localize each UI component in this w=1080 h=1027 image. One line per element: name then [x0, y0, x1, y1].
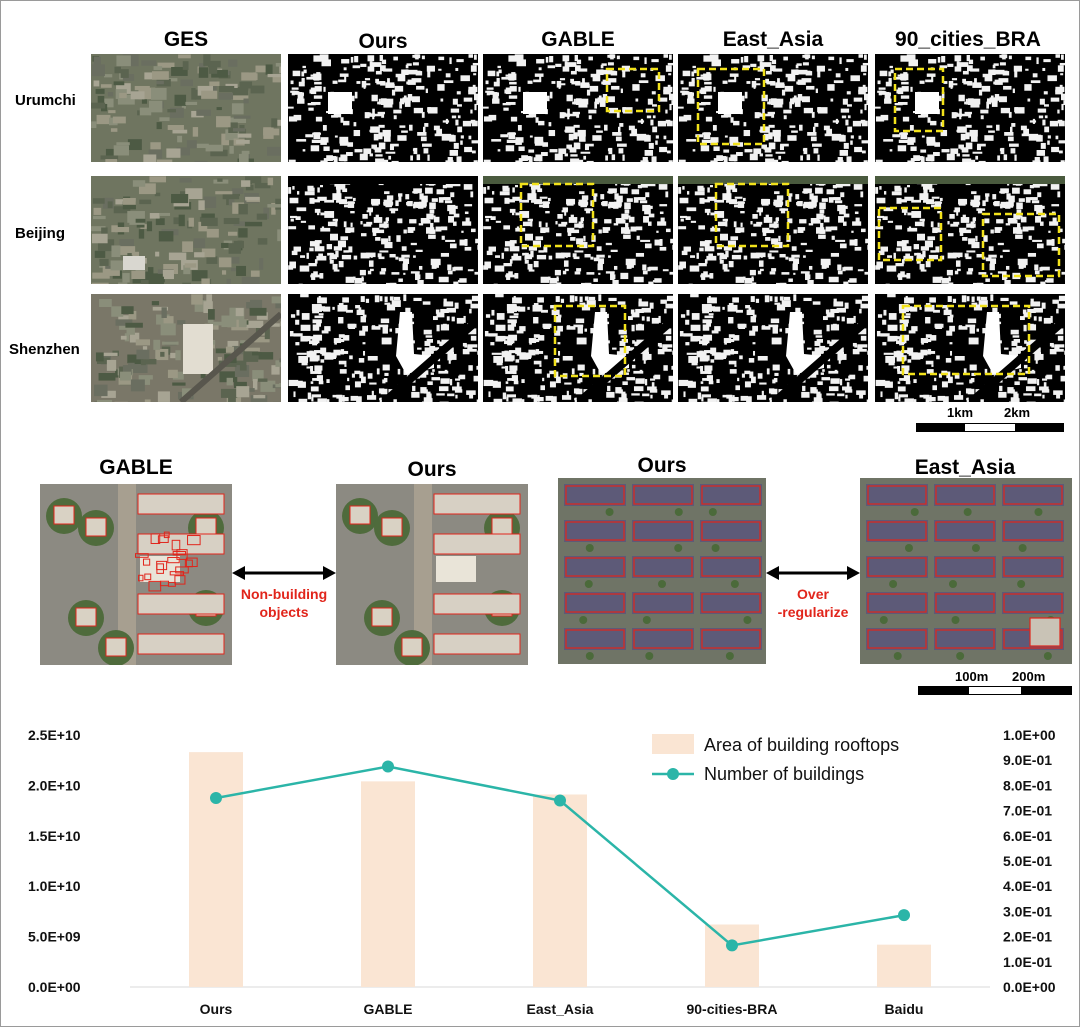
- col-header-ours: Ours: [358, 30, 408, 53]
- building-mask-tile: [483, 294, 673, 402]
- building-mask-tile: [288, 176, 478, 284]
- satellite-image-tile: [91, 54, 281, 162]
- col-header-ges: GES: [163, 28, 209, 51]
- gable-aerial-image: [40, 484, 232, 665]
- row-header-urumchi: Urumchi: [15, 92, 76, 109]
- y-left-tick-label: 0.0E+00: [28, 979, 81, 995]
- building-mask-tile: [483, 176, 673, 284]
- note-line-1: Non-building: [240, 586, 328, 602]
- panel2-right-title: East_Asia: [914, 456, 1016, 479]
- bar-area-2: [533, 794, 587, 987]
- col-header-90-cities-bra: 90_cities_BRA: [895, 28, 1041, 51]
- row-header-beijing: Beijing: [15, 225, 66, 242]
- y-left-tick-label: 2.0E+10: [28, 777, 81, 793]
- note-line-1: Over: [797, 586, 829, 602]
- point-buildings-0: [210, 792, 222, 804]
- point-buildings-3: [726, 939, 738, 952]
- satellite-image-tile: [91, 176, 281, 284]
- ours-aerial-image-2: [558, 478, 766, 664]
- x-tick-label: 90-cities-BRA: [686, 1001, 777, 1017]
- scalebar-label-200m: 200m: [1012, 669, 1046, 684]
- x-tick-label: Baidu: [885, 1001, 924, 1017]
- building-mask-tile: [678, 54, 868, 162]
- y-right-tick-label: 3.0E-01: [1003, 903, 1052, 919]
- building-mask-tile: [288, 54, 478, 162]
- building-mask-tile: [483, 54, 673, 162]
- bar-area-4: [877, 944, 931, 987]
- y-right-tick-label: 7.0E-01: [1003, 803, 1052, 819]
- y-left-tick-label: 5.0E+09: [28, 929, 81, 945]
- building-mask-tile: [678, 294, 868, 402]
- point-buildings-4: [898, 909, 910, 922]
- bar-area-0: [189, 752, 243, 987]
- panel1-right-title: Ours: [407, 458, 457, 481]
- x-tick-label: East_Asia: [527, 1001, 594, 1017]
- y-right-tick-label: 9.0E-01: [1003, 752, 1052, 768]
- point-buildings-1: [382, 760, 394, 773]
- legend-swatch-marker: [667, 768, 679, 780]
- scalebar-label-2km: 2km: [1004, 405, 1031, 420]
- building-mask-tile: [875, 294, 1065, 402]
- y-right-tick-label: 2.0E-01: [1003, 929, 1052, 945]
- bar-area-1: [361, 781, 415, 987]
- point-buildings-2: [554, 794, 566, 807]
- ours-aerial-image-1: [336, 484, 528, 665]
- y-right-tick-label: 8.0E-01: [1003, 777, 1052, 793]
- y-right-tick-label: 6.0E-01: [1003, 828, 1052, 844]
- note-non-building-objects: Non-building objects: [230, 585, 338, 621]
- x-tick-label: GABLE: [364, 1001, 413, 1017]
- building-mask-tile: [288, 294, 478, 402]
- scalebar-label-100m: 100m: [955, 669, 989, 684]
- x-tick-label: Ours: [200, 1001, 233, 1017]
- y-right-tick-label: 5.0E-01: [1003, 853, 1052, 869]
- building-mask-tile: [875, 176, 1065, 284]
- satellite-image-tile: [91, 294, 281, 402]
- col-header-east-asia: East_Asia: [722, 28, 824, 51]
- east-asia-aerial-image: [860, 478, 1072, 664]
- building-mask-tile: [875, 54, 1065, 162]
- y-left-tick-label: 1.5E+10: [28, 828, 81, 844]
- note-over-regularize: Over -regularize: [764, 585, 862, 621]
- y-right-tick-label: 4.0E-01: [1003, 878, 1052, 894]
- legend-label-area: Area of building rooftops: [704, 735, 899, 755]
- scalebar-km: [916, 423, 1064, 432]
- bar-area-3: [705, 924, 759, 987]
- note-line-2: objects: [259, 604, 309, 620]
- building-mask-tile: [678, 176, 868, 284]
- scalebar-label-1km: 1km: [947, 405, 974, 420]
- y-right-tick-label: 0.0E+00: [1003, 979, 1056, 995]
- y-left-tick-label: 1.0E+10: [28, 878, 81, 894]
- y-right-tick-label: 1.0E+00: [1003, 727, 1056, 743]
- double-arrow-icon: [766, 566, 860, 580]
- legend-swatch-area: [652, 734, 694, 754]
- note-line-2: -regularize: [777, 604, 849, 620]
- row-header-shenzhen: Shenzhen: [9, 341, 80, 358]
- double-arrow-icon: [232, 566, 336, 580]
- legend-label-buildings: Number of buildings: [704, 764, 864, 784]
- col-header-gable: GABLE: [541, 28, 615, 51]
- panel2-left-title: Ours: [637, 454, 687, 477]
- scalebar-m: [918, 686, 1072, 695]
- panel1-left-title: GABLE: [99, 456, 173, 479]
- y-right-tick-label: 1.0E-01: [1003, 954, 1052, 970]
- building-stats-chart: 0.0E+00 5.0E+09 1.0E+10 1.5E+10 2.0E+10 2.5E+…: [28, 727, 1056, 1017]
- y-left-tick-label: 2.5E+10: [28, 727, 81, 743]
